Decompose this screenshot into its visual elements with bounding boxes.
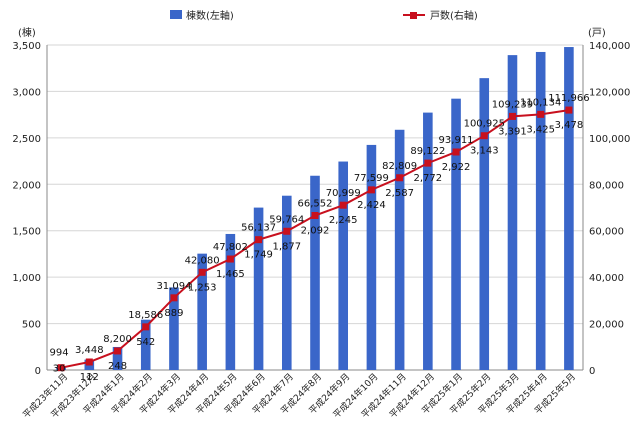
line-marker xyxy=(396,174,404,182)
left-tick-label: 2,000 xyxy=(12,180,41,191)
line-value-label: 110,134 xyxy=(520,97,561,108)
line-value-label: 66,552 xyxy=(298,199,333,210)
right-axis-unit: (戸) xyxy=(588,27,606,39)
line-value-label: 994 xyxy=(50,348,69,359)
left-tick-label: 3,500 xyxy=(12,41,41,52)
line-marker xyxy=(142,323,150,331)
line-marker xyxy=(311,212,319,220)
bar-value-label: 3,143 xyxy=(470,146,499,157)
right-tick-label: 40,000 xyxy=(589,273,624,284)
line-value-label: 111,966 xyxy=(548,93,589,104)
line-marker xyxy=(508,112,516,120)
left-tick-label: 3,000 xyxy=(12,87,41,98)
line-marker xyxy=(367,186,375,194)
right-tick-label: 140,000 xyxy=(589,41,630,52)
bar-value-label: 2,922 xyxy=(442,162,471,173)
line-marker xyxy=(170,294,178,302)
line-marker xyxy=(198,268,206,276)
line-marker xyxy=(226,255,234,263)
line-value-label: 18,586 xyxy=(128,310,163,321)
bar-value-label: 2,092 xyxy=(301,226,330,237)
bar-value-label: 3,425 xyxy=(526,124,555,135)
line-value-label: 70,999 xyxy=(326,188,361,199)
bar xyxy=(338,161,349,370)
bar-value-label: 3,391 xyxy=(498,126,527,137)
right-tick-label: 20,000 xyxy=(589,320,624,331)
bar-value-label: 542 xyxy=(136,337,155,348)
bar-value-label: 3,478 xyxy=(555,120,584,131)
left-tick-label: 0 xyxy=(35,366,41,377)
bar-value-label: 1,465 xyxy=(216,269,245,280)
line-marker xyxy=(424,159,432,167)
line-value-label: 89,122 xyxy=(410,146,445,157)
line-value-label: 8,200 xyxy=(103,334,132,345)
bar xyxy=(423,112,433,370)
bar xyxy=(253,207,264,370)
line-value-label: 100,925 xyxy=(464,119,505,130)
bar-value-label: 2,245 xyxy=(329,215,358,226)
legend-line-marker xyxy=(410,12,417,19)
line-marker xyxy=(283,227,291,235)
line-marker xyxy=(452,148,460,156)
line-marker xyxy=(565,106,573,114)
line-value-label: 3,448 xyxy=(75,345,104,356)
line-value-label: 42,080 xyxy=(185,255,220,266)
line-value-label: 31,094 xyxy=(156,281,191,292)
bar xyxy=(310,175,320,370)
line-marker xyxy=(57,364,65,372)
line-marker xyxy=(339,201,347,209)
line-marker xyxy=(480,132,488,140)
bar xyxy=(225,233,236,370)
bar-value-label: 248 xyxy=(108,361,127,372)
bar-value-label: 112 xyxy=(80,372,99,383)
left-tick-label: 2,500 xyxy=(12,134,41,145)
bar-value-label: 2,424 xyxy=(357,200,386,211)
bar xyxy=(507,55,518,370)
bar xyxy=(535,51,546,370)
line-value-label: 109,239 xyxy=(492,99,533,110)
bar xyxy=(394,129,405,370)
line-marker xyxy=(114,347,122,355)
bar-value-label: 1,749 xyxy=(244,250,273,261)
bar xyxy=(564,47,574,371)
bar xyxy=(281,195,292,370)
bar-value-label: 30 xyxy=(53,364,66,375)
legend-bar-swatch xyxy=(170,10,182,19)
bar xyxy=(479,78,490,371)
left-tick-label: 1,000 xyxy=(12,273,41,284)
line-value-label: 59,764 xyxy=(269,214,304,225)
bar xyxy=(451,98,461,371)
legend-line-label: 戸数(右軸) xyxy=(430,9,478,22)
line-value-label: 77,599 xyxy=(354,173,389,184)
right-tick-label: 100,000 xyxy=(589,134,630,145)
right-tick-label: 0 xyxy=(589,366,595,377)
line-marker xyxy=(85,358,93,366)
line-value-label: 47,802 xyxy=(213,242,248,253)
bar xyxy=(197,253,207,370)
right-tick-label: 120,000 xyxy=(589,87,630,98)
bar-value-label: 889 xyxy=(164,308,183,319)
line-value-label: 56,137 xyxy=(241,223,276,234)
legend-bar-label: 棟数(左軸) xyxy=(186,9,234,22)
bar-value-label: 2,772 xyxy=(414,173,443,184)
bar xyxy=(366,144,377,370)
left-axis-unit: (棟) xyxy=(18,26,36,39)
bar-value-label: 1,877 xyxy=(272,241,301,252)
bar xyxy=(169,287,179,370)
line-marker xyxy=(537,110,545,118)
line-value-label: 93,911 xyxy=(439,135,474,146)
line-value-label: 82,809 xyxy=(382,161,417,172)
left-tick-label: 500 xyxy=(22,320,41,331)
right-tick-label: 80,000 xyxy=(589,180,624,191)
bar xyxy=(140,319,151,370)
right-tick-label: 60,000 xyxy=(589,227,624,238)
left-tick-label: 1,500 xyxy=(12,227,41,238)
bar-value-label: 2,587 xyxy=(385,188,414,199)
bar-value-label: 1,253 xyxy=(188,282,217,293)
line-marker xyxy=(255,236,263,244)
bar xyxy=(112,346,123,370)
